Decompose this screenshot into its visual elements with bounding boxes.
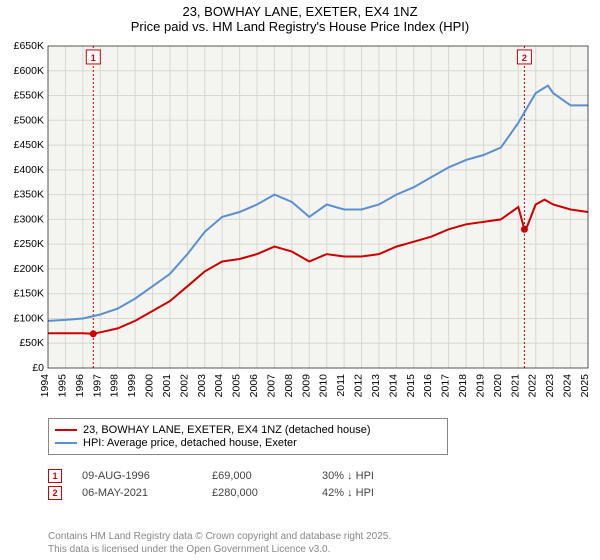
svg-text:2013: 2013: [370, 374, 382, 398]
svg-text:£200K: £200K: [14, 263, 44, 275]
marker-num-1: 2: [52, 488, 57, 498]
svg-text:£350K: £350K: [14, 189, 44, 201]
svg-text:2008: 2008: [283, 374, 295, 398]
marker-num-0: 1: [52, 471, 57, 481]
marker-delta-0: 30% ↓ HPI: [322, 470, 432, 482]
marker-table: 1 09-AUG-1996 £69,000 30% ↓ HPI 2 06-MAY…: [48, 466, 432, 503]
svg-text:2002: 2002: [178, 374, 190, 398]
svg-text:2018: 2018: [457, 374, 469, 398]
marker-delta-1: 42% ↓ HPI: [322, 487, 432, 499]
svg-text:£450K: £450K: [14, 139, 44, 151]
svg-text:2011: 2011: [335, 374, 347, 397]
svg-text:1998: 1998: [109, 374, 121, 398]
legend-row-1: HPI: Average price, detached house, Exet…: [55, 437, 441, 449]
marker-box-1: 2: [48, 486, 62, 500]
svg-text:2010: 2010: [318, 374, 330, 398]
svg-text:2004: 2004: [213, 374, 225, 398]
chart-area: £0 £50K £100K £150K £200K £250K £300K £350K £400…: [4, 40, 594, 410]
svg-text:£550K: £550K: [14, 90, 44, 102]
svg-text:£300K: £300K: [14, 213, 44, 225]
svg-text:2017: 2017: [440, 374, 452, 398]
svg-text:2020: 2020: [492, 374, 504, 398]
svg-text:£250K: £250K: [14, 238, 44, 250]
legend-swatch-1: [55, 442, 77, 444]
svg-text:£50K: £50K: [19, 337, 44, 349]
svg-text:£600K: £600K: [14, 65, 44, 77]
svg-text:2001: 2001: [161, 374, 173, 398]
footer: Contains HM Land Registry data © Crown c…: [48, 531, 391, 556]
svg-text:1997: 1997: [91, 374, 103, 398]
svg-text:£500K: £500K: [14, 114, 44, 126]
footer-line1: Contains HM Land Registry data © Crown c…: [48, 531, 391, 544]
svg-text:1: 1: [91, 53, 96, 63]
svg-text:1999: 1999: [126, 374, 138, 398]
legend-row-0: 23, BOWHAY LANE, EXETER, EX4 1NZ (detach…: [55, 424, 441, 436]
svg-text:£400K: £400K: [14, 164, 44, 176]
legend-swatch-0: [55, 429, 77, 431]
svg-text:2022: 2022: [527, 374, 539, 398]
svg-text:2014: 2014: [387, 374, 399, 398]
svg-text:2015: 2015: [405, 374, 417, 398]
svg-text:2024: 2024: [562, 374, 574, 398]
svg-text:2003: 2003: [196, 374, 208, 398]
svg-text:1995: 1995: [56, 374, 68, 398]
legend-label-0: 23, BOWHAY LANE, EXETER, EX4 1NZ (detach…: [83, 424, 371, 436]
svg-text:2000: 2000: [144, 374, 156, 398]
marker-date-1: 06-MAY-2021: [82, 487, 192, 499]
svg-text:2021: 2021: [509, 374, 521, 398]
legend: 23, BOWHAY LANE, EXETER, EX4 1NZ (detach…: [48, 418, 448, 455]
svg-text:£650K: £650K: [14, 40, 44, 52]
marker-row-0: 1 09-AUG-1996 £69,000 30% ↓ HPI: [48, 469, 432, 483]
svg-text:2019: 2019: [474, 374, 486, 398]
svg-text:2009: 2009: [300, 374, 312, 398]
footer-line2: This data is licensed under the Open Gov…: [48, 544, 391, 557]
chart-container: 23, BOWHAY LANE, EXETER, EX4 1NZ Price p…: [0, 0, 600, 560]
svg-text:£0: £0: [32, 362, 44, 374]
svg-text:2007: 2007: [265, 374, 277, 398]
svg-text:1994: 1994: [39, 374, 51, 398]
svg-text:1996: 1996: [74, 374, 86, 398]
title-block: 23, BOWHAY LANE, EXETER, EX4 1NZ Price p…: [0, 0, 600, 36]
title-line2: Price paid vs. HM Land Registry's House …: [0, 19, 600, 34]
svg-text:2005: 2005: [231, 374, 243, 398]
marker-price-1: £280,000: [212, 487, 302, 499]
marker-price-0: £69,000: [212, 470, 302, 482]
svg-text:2006: 2006: [248, 374, 260, 398]
svg-text:£100K: £100K: [14, 312, 44, 324]
chart-svg: £0 £50K £100K £150K £200K £250K £300K £350K £400…: [4, 40, 594, 410]
marker-row-1: 2 06-MAY-2021 £280,000 42% ↓ HPI: [48, 486, 432, 500]
title-line1: 23, BOWHAY LANE, EXETER, EX4 1NZ: [0, 4, 600, 19]
svg-text:2012: 2012: [353, 374, 365, 398]
svg-text:2: 2: [522, 53, 527, 63]
svg-text:2023: 2023: [544, 374, 556, 398]
legend-label-1: HPI: Average price, detached house, Exet…: [83, 437, 297, 449]
svg-text:2025: 2025: [579, 374, 591, 398]
svg-text:2016: 2016: [422, 374, 434, 398]
marker-box-0: 1: [48, 469, 62, 483]
marker-date-0: 09-AUG-1996: [82, 470, 192, 482]
svg-text:£150K: £150K: [14, 288, 44, 300]
